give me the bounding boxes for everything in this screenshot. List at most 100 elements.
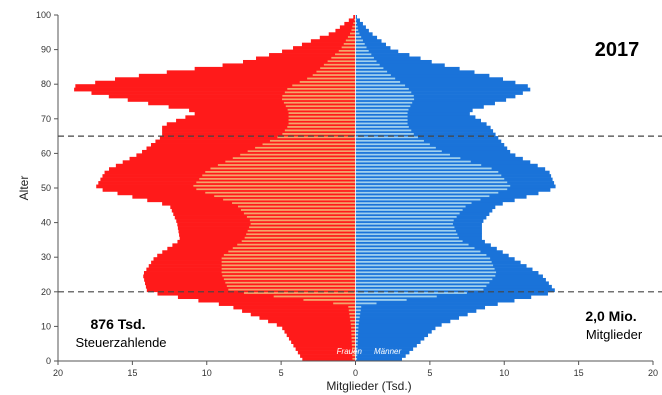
women-taxpayers-bar bbox=[243, 292, 356, 294]
men-members-bar bbox=[355, 129, 494, 133]
men-members-bar bbox=[355, 336, 425, 341]
x-tick-label: 20 bbox=[53, 368, 63, 378]
women-members-bar bbox=[269, 53, 356, 57]
men-taxpayers-bar bbox=[355, 357, 358, 360]
women-taxpayers-bar bbox=[288, 119, 356, 121]
women-taxpayers-bar bbox=[222, 274, 356, 277]
men-members-bar bbox=[355, 53, 410, 57]
women-members-bar bbox=[276, 322, 356, 327]
women-taxpayers-bar bbox=[349, 312, 356, 315]
men-members-bar bbox=[355, 312, 468, 317]
women-taxpayers-bar bbox=[221, 260, 356, 263]
women-taxpayers-bar bbox=[352, 350, 356, 353]
men-taxpayers-bar bbox=[355, 330, 359, 332]
men-members-bar bbox=[355, 357, 402, 362]
men-members-bar bbox=[355, 115, 476, 120]
women-members-bar bbox=[250, 312, 356, 317]
men-taxpayers-bar bbox=[355, 316, 360, 319]
women-taxpayers-bar bbox=[193, 184, 356, 187]
men-members-bar bbox=[355, 15, 357, 19]
men-taxpayers-bar bbox=[355, 143, 430, 146]
women-taxpayers-bar bbox=[288, 112, 356, 114]
women-taxpayers-bar bbox=[331, 56, 356, 59]
men-taxpayers-bar bbox=[355, 354, 358, 357]
women-taxpayers-bar bbox=[312, 74, 356, 76]
x-tick-label: 10 bbox=[499, 368, 509, 378]
men-taxpayers-bar bbox=[355, 271, 497, 274]
women-members-bar bbox=[176, 118, 356, 123]
men-taxpayers-bar bbox=[355, 63, 380, 66]
men-taxpayers-bar bbox=[355, 264, 494, 267]
women-members-bar bbox=[194, 111, 356, 116]
women-taxpayers-bar bbox=[249, 219, 356, 222]
y-tick-label: 80 bbox=[41, 79, 51, 89]
women-taxpayers-bar bbox=[351, 330, 356, 332]
women-taxpayers-bar bbox=[351, 337, 356, 339]
women-members-bar bbox=[166, 70, 356, 75]
men-taxpayers-bar bbox=[355, 184, 511, 187]
women-taxpayers-bar bbox=[292, 84, 356, 87]
men-taxpayers-bar bbox=[355, 42, 365, 45]
reference-lines bbox=[58, 135, 662, 293]
men-taxpayers-bar bbox=[355, 250, 481, 253]
women-taxpayers-bar bbox=[349, 316, 356, 319]
men-taxpayers-bar bbox=[355, 18, 357, 21]
chart-title: 2017 bbox=[595, 39, 640, 61]
men-taxpayers-bar bbox=[355, 247, 475, 249]
men-taxpayers-bar bbox=[355, 67, 384, 70]
women-taxpayers-bar bbox=[240, 209, 356, 211]
women-taxpayers-bar bbox=[350, 319, 356, 322]
men-members-bar bbox=[355, 347, 414, 351]
women-members-bar bbox=[282, 326, 356, 331]
men-taxpayers-bar bbox=[355, 125, 409, 128]
women-taxpayers-bar bbox=[214, 195, 356, 198]
men-members-bar bbox=[355, 91, 523, 95]
women-members-bar bbox=[162, 132, 356, 137]
women-taxpayers-bar bbox=[210, 167, 356, 170]
women-taxpayers-bar bbox=[217, 164, 356, 166]
men-taxpayers-bar bbox=[355, 333, 359, 336]
women-taxpayers-bar bbox=[283, 101, 356, 104]
members-count: 2,0 Mio. bbox=[585, 308, 636, 324]
men-taxpayers-bar bbox=[355, 132, 414, 135]
women-members-bar bbox=[268, 319, 356, 324]
y-tick-label: 20 bbox=[41, 287, 51, 297]
men-members-bar bbox=[355, 302, 498, 306]
women-members-bar bbox=[339, 25, 356, 30]
men-taxpayers-bar bbox=[355, 77, 396, 80]
women-taxpayers-bar bbox=[282, 98, 356, 101]
women-taxpayers-bar bbox=[240, 153, 356, 156]
x-tick-label: 10 bbox=[202, 368, 212, 378]
women-members-bar bbox=[282, 49, 356, 54]
women-taxpayers-bar bbox=[196, 188, 356, 191]
men-members-bar bbox=[355, 25, 366, 30]
men-members-bar bbox=[355, 139, 502, 144]
men-taxpayers-bar bbox=[355, 236, 459, 239]
men-members-bar bbox=[355, 326, 436, 331]
women-taxpayers-bar bbox=[351, 333, 356, 336]
men-taxpayers-bar bbox=[355, 80, 401, 83]
women-taxpayers-bar bbox=[232, 202, 356, 204]
women-taxpayers-bar bbox=[343, 42, 356, 45]
women-members-bar bbox=[148, 101, 356, 106]
women-taxpayers-bar bbox=[282, 132, 356, 135]
men-taxpayers-bar bbox=[355, 49, 369, 52]
women-members-bar bbox=[344, 21, 356, 26]
men-members-bar bbox=[355, 98, 507, 102]
men-taxpayers-bar bbox=[355, 326, 359, 329]
men-taxpayers-bar bbox=[355, 188, 508, 191]
men-taxpayers-bar bbox=[355, 343, 358, 346]
women-taxpayers-bar bbox=[341, 46, 356, 49]
women-members-bar bbox=[297, 350, 356, 355]
women-taxpayers-bar bbox=[338, 49, 356, 52]
women-taxpayers-bar bbox=[352, 347, 356, 350]
men-taxpayers-bar bbox=[355, 288, 484, 291]
taxpayers-label: Steuerzahlende bbox=[75, 335, 166, 350]
women-members-bar bbox=[177, 295, 356, 300]
men-members-bar bbox=[355, 28, 369, 33]
women-taxpayers-bar bbox=[347, 36, 356, 38]
men-taxpayers-bar bbox=[355, 229, 456, 232]
men-members-bar bbox=[355, 309, 477, 313]
women-taxpayers-bar bbox=[348, 309, 356, 312]
